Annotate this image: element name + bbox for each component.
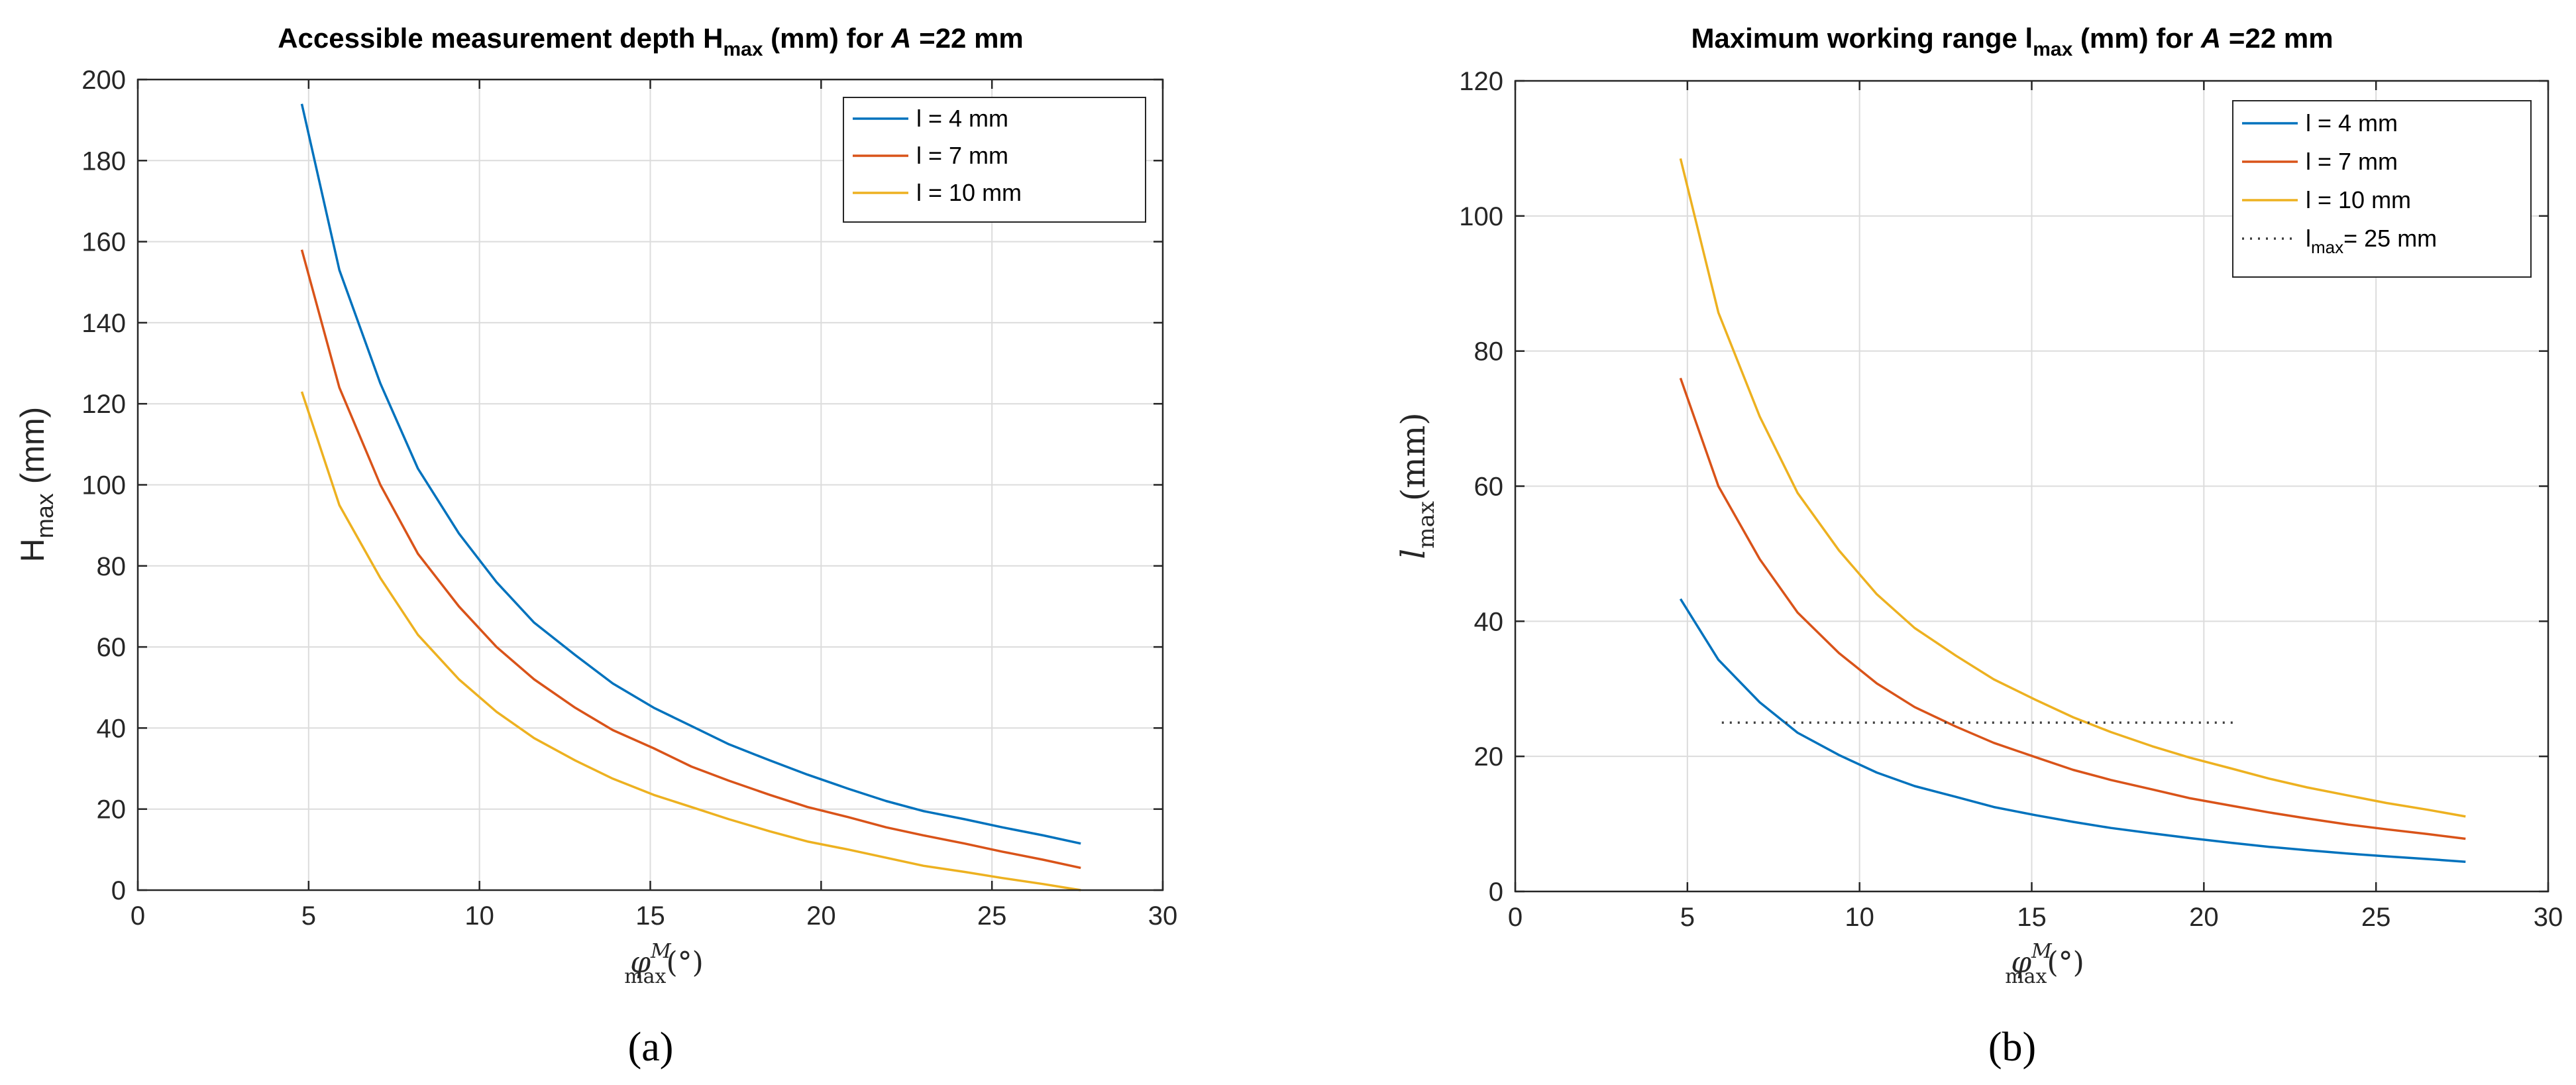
legend-box-b: [2232, 100, 2532, 278]
x-tick-label: 10: [1845, 903, 1874, 932]
y-axis-label-b: lmax(mm): [1394, 412, 1440, 559]
legend-b: l = 4 mm l = 7 mm l = 10 mm lmax= 25 mm: [2232, 100, 2532, 278]
legend-label-2: l = 7 mm: [916, 142, 1008, 169]
legend-label-1: l = 4 mm: [2306, 109, 2398, 137]
ticks-b: 0 5 10 15 20 25 30 0 20 40 60 80 100 120: [1459, 67, 2563, 932]
x-tick-label: 5: [1680, 903, 1695, 932]
legend-label-3: l = 10 mm: [916, 179, 1022, 206]
y-tick-label: 80: [97, 552, 127, 581]
series-line-2: [300, 249, 1081, 870]
chart-title-b: Maximum working range lmax (mm) for A =2…: [1691, 23, 2333, 60]
x-tick-label: 25: [2361, 903, 2391, 932]
panel-label-a: (a): [628, 1025, 674, 1070]
y-tick-label: 0: [1489, 878, 1503, 907]
x-tick-label: 30: [2534, 903, 2563, 932]
y-tick-label: 60: [1474, 473, 1504, 502]
y-tick-label: 160: [81, 228, 126, 257]
series-b: [1679, 158, 2466, 863]
y-axis-label-a: Hmax (mm): [14, 407, 58, 563]
y-tick-label: 180: [81, 146, 126, 176]
ticks-a: 0 5 10 15 20 25 30 0 20 40 60 80 100 120 140 160 180 200: [81, 66, 1177, 931]
series-line-3: [300, 391, 1081, 891]
x-tick-label: 20: [806, 901, 836, 931]
y-tick-label: 60: [97, 633, 127, 662]
x-tick-label: 20: [2189, 903, 2219, 932]
y-tick-label: 20: [97, 795, 127, 825]
legend-label-4: lmax= 25 mm: [2306, 225, 2437, 257]
y-tick-label: 140: [81, 309, 126, 338]
x-tick-label: 10: [464, 901, 494, 931]
chart-title-a: Accessible measurement depth Hmax (mm) f…: [278, 23, 1024, 60]
series-line-1: [300, 103, 1081, 845]
y-tick-label: 120: [81, 390, 126, 419]
y-tick-label: 20: [1474, 742, 1504, 771]
y-tick-label: 200: [81, 66, 126, 95]
x-tick-label: 30: [1148, 901, 1178, 931]
y-tick-label: 0: [111, 876, 126, 905]
legend-a: l = 4 mm l = 7 mm l = 10 mm: [843, 97, 1146, 223]
series-line-1: [1679, 598, 2466, 863]
x-tick-label: 0: [131, 901, 145, 931]
legend-label-2: l = 7 mm: [2306, 148, 2398, 175]
y-tick-label: 80: [1474, 337, 1504, 367]
series-a: [300, 103, 1081, 891]
y-tick-label: 40: [1474, 607, 1504, 636]
series-line-2: [1679, 377, 2466, 840]
x-tick-label: 15: [635, 901, 665, 931]
y-tick-label: 100: [1459, 202, 1503, 231]
y-tick-label: 40: [97, 714, 127, 743]
y-tick-label: 100: [81, 471, 126, 500]
x-axis-label-a: φM max(°): [624, 940, 704, 988]
y-tick-label: 120: [1459, 67, 1503, 96]
panel-label-b: (b): [1988, 1025, 2036, 1070]
legend-label-1: l = 4 mm: [916, 105, 1008, 132]
x-tick-label: 0: [1508, 903, 1523, 932]
chart-a: 0 5 10 15 20 25 30020406080100120140160180200 …: [14, 23, 1177, 1070]
x-axis-label-b: φM max(°): [2005, 940, 2084, 988]
legend-label-3: l = 10 mm: [2306, 186, 2411, 213]
x-tick-label: 25: [977, 901, 1007, 931]
x-tick-label: 15: [2017, 903, 2047, 932]
x-tick-label: 5: [301, 901, 316, 931]
series-line-3: [1679, 158, 2466, 818]
chart-b: 0 5 10 15 20 25 30 0 20 40 60 80 100 120 Maximum work…: [1394, 23, 2563, 1070]
